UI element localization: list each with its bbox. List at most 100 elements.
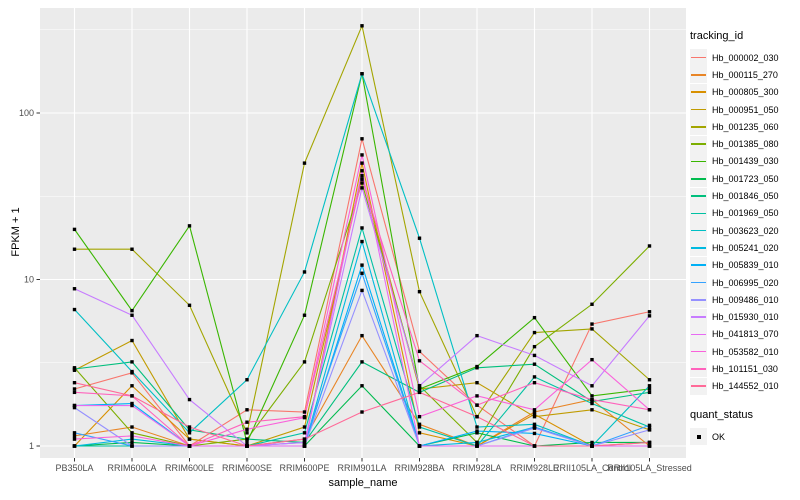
- data-point: [647, 387, 652, 391]
- legend-entry-label: Hb_000951_050: [712, 104, 779, 115]
- data-point: [130, 444, 134, 448]
- data-point: [302, 431, 307, 435]
- data-point: [72, 247, 77, 251]
- data-point: [590, 444, 594, 448]
- data-point: [130, 440, 134, 445]
- legend-quant-title: quant_status: [690, 408, 753, 421]
- data-point: [360, 271, 364, 275]
- data-point: [72, 437, 77, 441]
- legend-entry-label: Hb_009486_010: [712, 294, 779, 305]
- data-point: [360, 360, 364, 364]
- data-point: [245, 420, 249, 424]
- data-point: [130, 360, 134, 364]
- data-point: [72, 227, 77, 232]
- data-point: [590, 384, 594, 388]
- legend-entry-label: Hb_001846_050: [712, 191, 779, 202]
- data-point: [475, 440, 479, 445]
- legend-key-line-icon: [691, 385, 706, 388]
- data-point: [72, 287, 77, 291]
- data-point: [532, 330, 537, 335]
- legend-entry-label: Hb_003623_020: [712, 225, 779, 236]
- legend-key: [690, 118, 707, 136]
- data-point: [475, 380, 479, 385]
- data-point: [532, 408, 537, 412]
- data-point: [360, 153, 364, 157]
- x-tick-label: RRIM600LA: [107, 463, 156, 473]
- y-tick-label: 1: [29, 441, 34, 451]
- legend-entry: Hb_005839_010: [690, 256, 798, 274]
- data-point: [417, 414, 422, 419]
- data-point: [360, 177, 364, 181]
- data-point: [360, 263, 364, 267]
- data-point: [647, 310, 652, 314]
- legend-entry: Hb_053582_010: [690, 343, 798, 361]
- legend-key-line-icon: [691, 160, 706, 163]
- data-point: [647, 408, 652, 412]
- legend-key-line-icon: [691, 247, 706, 249]
- legend-key-line-icon: [691, 56, 706, 59]
- legend-quant-section: quant_status OK: [690, 408, 798, 446]
- data-point: [187, 444, 192, 448]
- x-tick-label: PB350LA: [55, 463, 93, 473]
- data-point: [590, 394, 594, 398]
- data-point: [130, 425, 134, 429]
- legend-entry-label: Hb_001235_060: [712, 121, 779, 132]
- data-point: [647, 378, 652, 382]
- legend-key-line-icon: [691, 368, 706, 370]
- data-point: [130, 338, 134, 343]
- legend-key-line-icon: [691, 108, 706, 111]
- data-point: [417, 390, 422, 395]
- legend-entry-label: Hb_000115_270: [712, 69, 778, 80]
- data-point: [187, 425, 192, 429]
- legend-entry: Hb_001439_030: [690, 152, 798, 170]
- data-point: [590, 327, 594, 331]
- legend-entry: Hb_001846_050: [690, 187, 798, 205]
- legend-entry-label: Hb_144552_010: [712, 381, 779, 392]
- legend-entry: Hb_001723_050: [690, 170, 798, 188]
- data-point: [245, 440, 249, 445]
- legend-key-line-icon: [691, 91, 706, 94]
- data-point: [475, 333, 479, 338]
- legend-key: [690, 170, 707, 188]
- data-point: [417, 387, 422, 391]
- data-point: [360, 333, 364, 338]
- legend-entry: Hb_000805_300: [690, 83, 798, 101]
- legend-entry: Hb_003623_020: [690, 222, 798, 240]
- data-point: [302, 161, 307, 165]
- data-point: [72, 367, 77, 371]
- legend-key: [690, 239, 707, 257]
- legend-entry: Hb_001969_050: [690, 204, 798, 222]
- data-point: [475, 431, 479, 435]
- data-point: [532, 353, 537, 358]
- legend-entry-label: Hb_053582_010: [712, 346, 779, 357]
- legend-entry-ok: OK: [690, 428, 798, 446]
- data-point: [245, 378, 249, 382]
- data-point: [475, 429, 479, 433]
- data-point: [417, 422, 422, 426]
- data-point: [360, 288, 364, 293]
- legend-key: [690, 187, 707, 205]
- legend-entry: Hb_006995_020: [690, 274, 798, 291]
- legend-key: [690, 49, 707, 67]
- data-point: [360, 239, 364, 244]
- data-point: [360, 181, 364, 185]
- legend-key: [690, 101, 707, 119]
- data-point: [187, 397, 192, 402]
- data-point: [590, 440, 594, 445]
- data-point: [130, 431, 134, 435]
- x-tick-label: RRIM600PE: [279, 463, 329, 473]
- legend-entry-label: OK: [712, 431, 726, 442]
- legend-entry-label: Hb_001723_050: [712, 173, 779, 184]
- data-point: [417, 349, 422, 354]
- data-point: [532, 444, 537, 448]
- legend-key-line-icon: [691, 333, 706, 336]
- y-axis-title: FPKM + 1: [10, 207, 22, 257]
- data-point: [475, 394, 479, 398]
- data-point: [130, 437, 134, 441]
- data-point: [302, 270, 307, 274]
- data-point: [302, 414, 307, 419]
- data-point: [590, 408, 594, 412]
- legend-key: [690, 377, 707, 395]
